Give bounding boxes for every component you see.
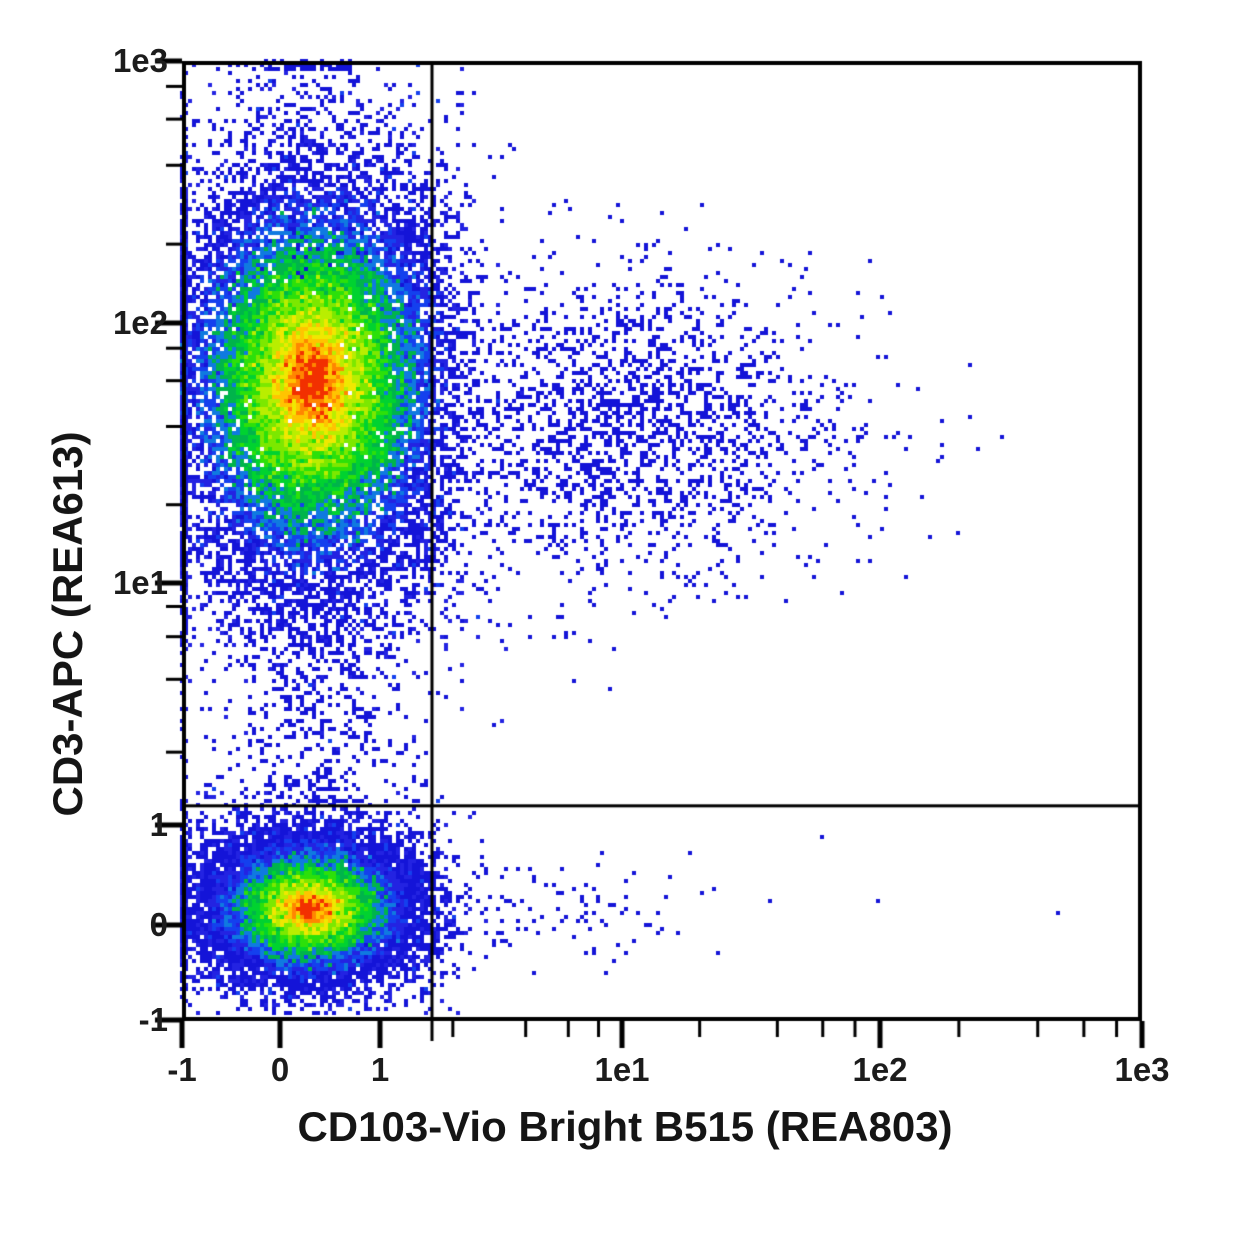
y-tick-label: 1 [149,806,168,843]
x-tick-label: 1 [370,1051,390,1088]
x-tick-label: -1 [167,1051,197,1088]
x-tick-label: 0 [270,1051,290,1088]
y-axis-title: CD3-APC (REA613) [44,431,91,817]
x-tick-label: 1e3 [1114,1051,1170,1088]
y-tick-label: 0 [149,906,168,943]
y-tick-label: 1e1 [112,564,168,601]
x-tick-label: 1e1 [594,1051,650,1088]
x-axis-title: CD103-Vio Bright B515 (REA803) [297,1103,953,1150]
x-tick-label: 1e2 [852,1051,908,1088]
y-tick-label: 1e3 [112,42,168,79]
y-tick-label: -1 [138,1001,168,1038]
y-tick-label: 1e2 [112,304,168,341]
